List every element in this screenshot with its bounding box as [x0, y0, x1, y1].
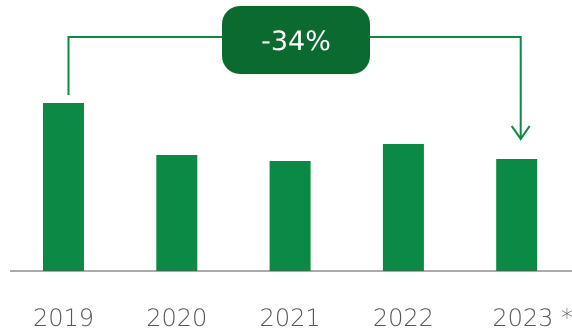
bar-2019	[43, 103, 84, 271]
x-tick-label: 2023 *	[492, 304, 572, 332]
x-tick-label: 2022	[373, 304, 434, 332]
bar-2023	[496, 159, 538, 271]
change-badge	[222, 6, 370, 74]
bars-group	[43, 103, 538, 271]
bar-2020	[156, 155, 198, 271]
x-tick-label: 2020	[146, 304, 207, 332]
x-tick-label: 2019	[33, 304, 94, 332]
x-tick-label: 2021	[260, 304, 321, 332]
change-annotation: -34%	[67, 6, 531, 141]
bar-2021	[269, 161, 311, 271]
bar-2022	[382, 144, 424, 271]
x-tick-labels: 2019 2020 2021 2022 2023 *	[33, 304, 572, 332]
arrow-down-icon	[510, 125, 531, 141]
change-badge-label: -34%	[261, 26, 331, 57]
